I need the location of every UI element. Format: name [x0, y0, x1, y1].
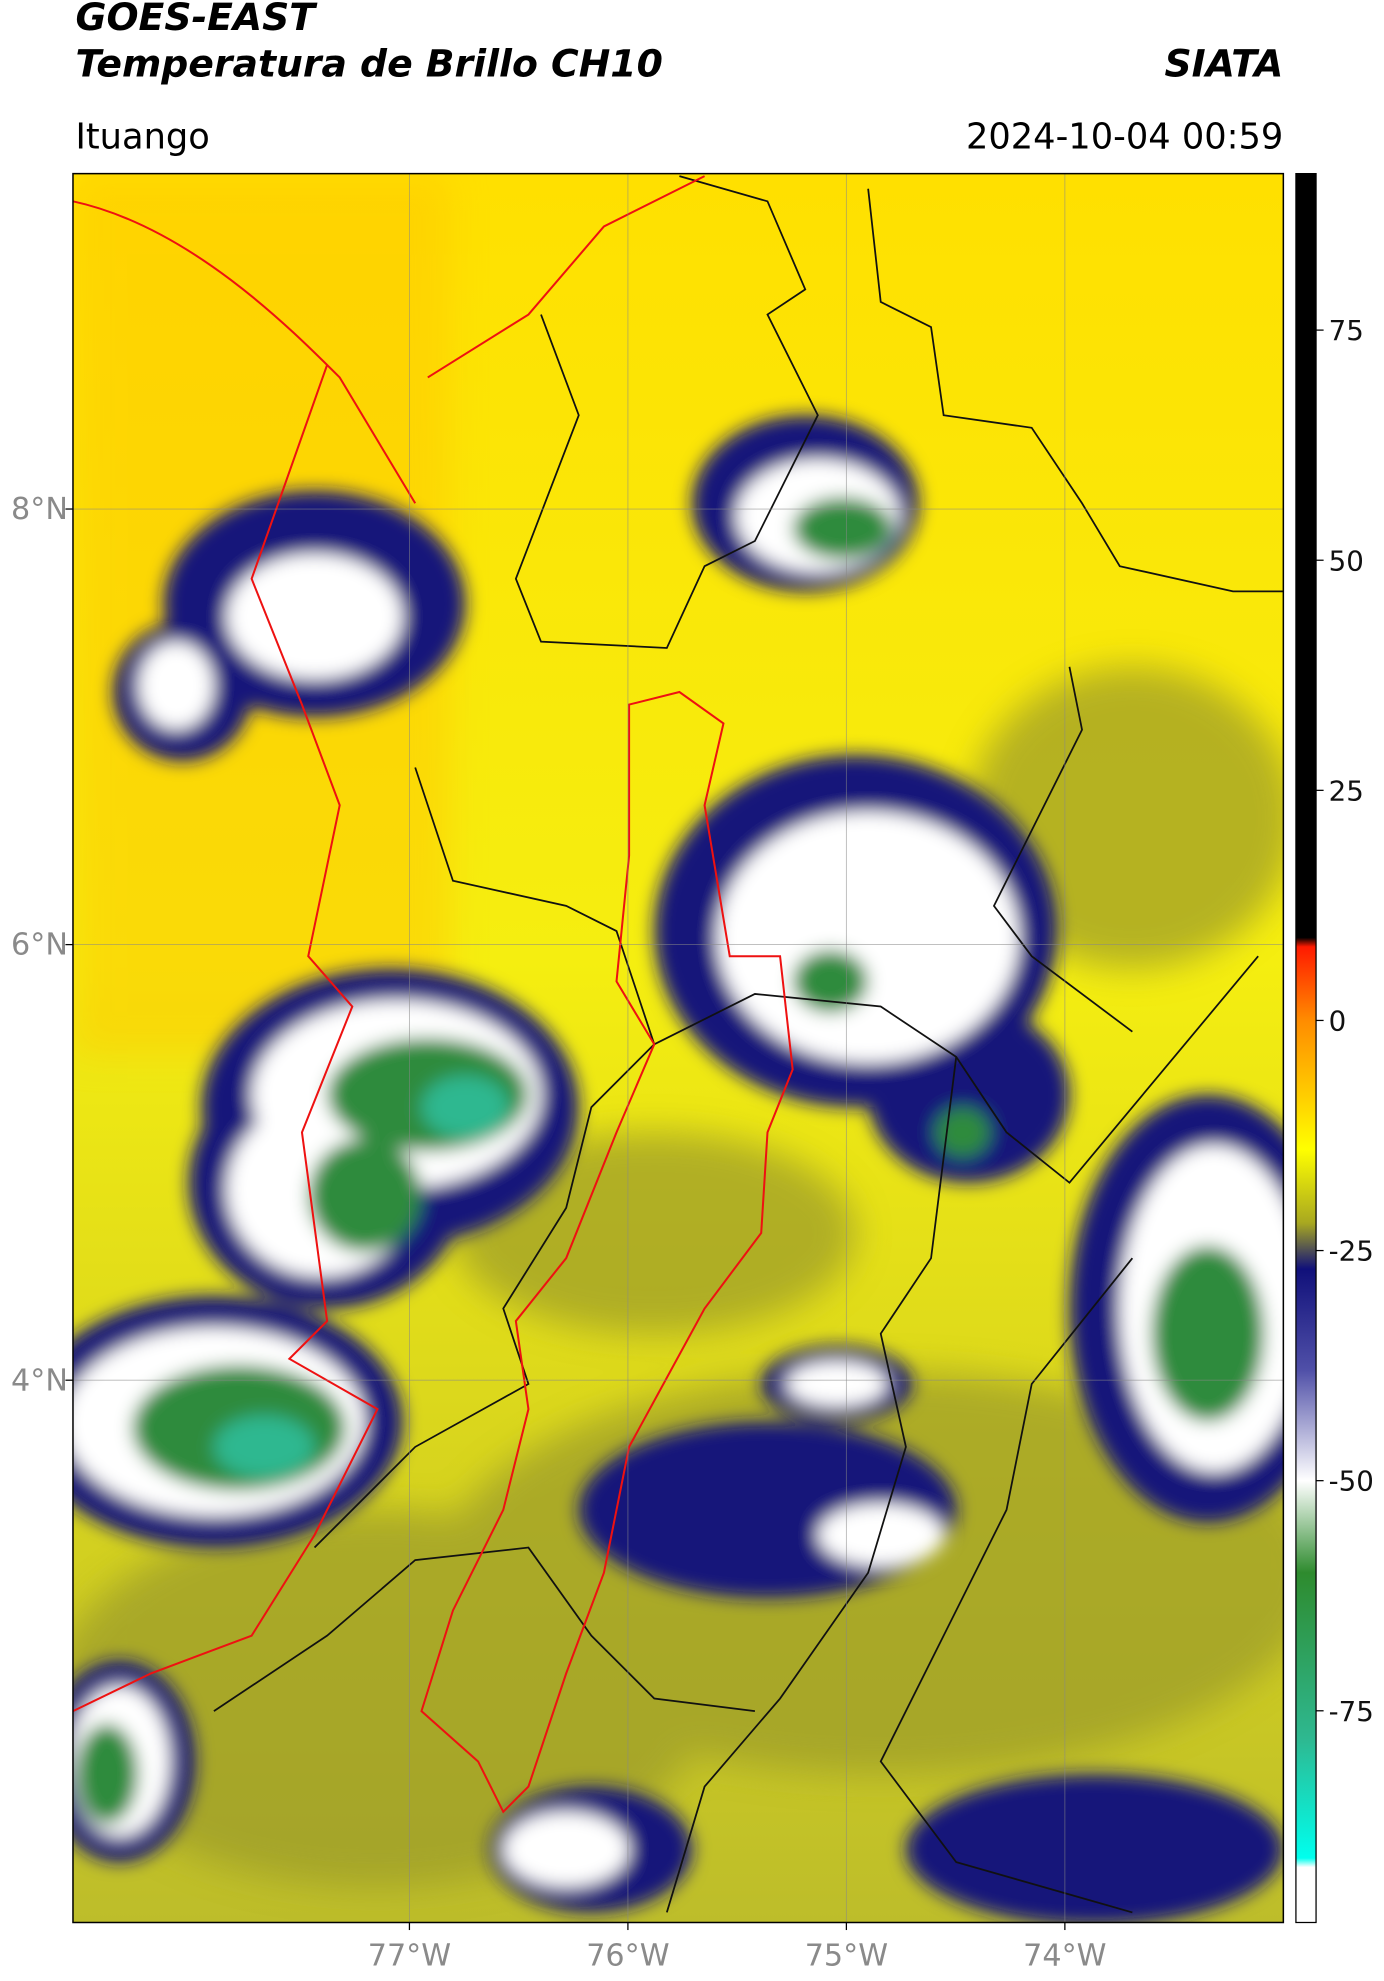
- subtitle: Temperatura de Brillo CH10: [75, 42, 662, 86]
- colorbar: 75 50 25 0 -25 -50 -75: [1295, 172, 1374, 1924]
- colorbar-tick-label: 0: [1329, 1005, 1347, 1038]
- x-tick-label: 76°W: [586, 1938, 669, 1973]
- colorbar-tick-label: -50: [1329, 1465, 1374, 1498]
- timestamp: 2024-10-04 00:59: [966, 116, 1283, 157]
- colorbar-tick-label: 25: [1329, 774, 1364, 807]
- colorbar-tick-label: 75: [1329, 314, 1364, 347]
- x-tick-label: 77°W: [368, 1938, 451, 1973]
- title: GOES-EAST: [75, 0, 318, 39]
- map-image: [72, 173, 1284, 1923]
- axes: 77°W 76°W 75°W 74°W 8°N 6°N 4°N: [11, 492, 1106, 1973]
- colorbar-fill: [1295, 172, 1317, 1924]
- x-tick-label: 74°W: [1023, 1938, 1106, 1973]
- y-tick-label: 4°N: [11, 1363, 68, 1398]
- location: Ituango: [75, 116, 209, 157]
- colorbar-tick-label: 50: [1329, 544, 1364, 577]
- colorbar-tick-label: -25: [1329, 1235, 1374, 1268]
- brand: SIATA: [1165, 42, 1284, 86]
- y-tick-label: 8°N: [11, 492, 68, 527]
- map-frame: [72, 172, 1285, 1924]
- graticule: [72, 173, 1284, 1923]
- y-tick-label: 6°N: [11, 928, 68, 963]
- colorbar-tick-label: -75: [1329, 1695, 1374, 1728]
- x-tick-label: 75°W: [805, 1938, 888, 1973]
